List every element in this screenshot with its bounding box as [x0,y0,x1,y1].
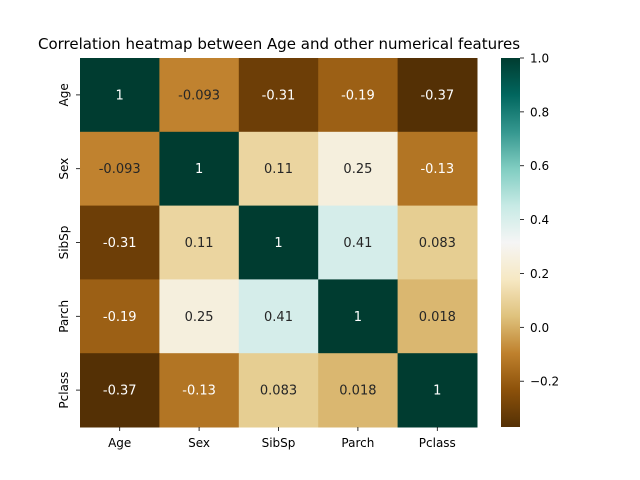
heatmap-cell-label: -0.19 [341,88,375,103]
y-tick-label: Pclass [57,372,71,409]
heatmap-cell-sibsp-sex [159,205,240,280]
heatmap-cell-age-sibsp [238,58,319,133]
colorbar-ticks: 1.0 0.8 0.6 0.4 0.2 0.0 −0.2 [520,52,559,389]
heatmap-cell-label: 1 [195,162,203,177]
heatmap-cell-label: 0.11 [264,162,293,177]
colorbar-tick-label: 0.0 [530,321,549,335]
y-tick-label: SibSp [57,226,71,260]
heatmap-cell-sibsp-age [80,205,160,280]
y-tick-label: Age [57,83,71,106]
y-tick-label: Sex [57,158,71,180]
colorbar-tick-label: 0.8 [530,105,549,119]
heatmap-cell-sibsp-sibsp [238,205,319,280]
heatmap-cell-age-pclass [397,58,478,133]
heatmap-cell-label: 0.083 [419,236,456,251]
colorbar-tick-label: 0.2 [530,267,549,281]
x-axis: Age Sex SibSp Parch Pclass [108,427,456,450]
heatmap-cell-label: -0.093 [178,88,220,103]
heatmap-cell-label: -0.37 [420,88,454,103]
heatmap-cell-parch-pclass [397,279,478,354]
heatmap-cell-label: -0.13 [420,162,454,177]
x-tick-label: Sex [188,436,210,450]
heatmap-cell-sex-sibsp [238,131,319,207]
heatmap-cell-sibsp-pclass [397,205,478,280]
heatmap-cell-label: 1 [433,384,441,399]
heatmap-cell-sex-parch [318,131,399,207]
colorbar-tick-label: 0.4 [530,213,549,227]
heatmap-cell-pclass-sibsp [238,353,319,428]
chart-title: Correlation heatmap between Age and othe… [38,35,520,53]
heatmap-cell-label: 0.018 [419,310,456,325]
x-tick-label: SibSp [262,436,296,450]
x-tick-label: Parch [341,436,374,450]
heatmap-cell-label: -0.093 [99,162,141,177]
heatmap-cell-label: 0.41 [343,236,372,251]
heatmap-cell-label: -0.31 [103,236,137,251]
heatmap-cell-label: 1 [274,236,282,251]
heatmap-cell-label: 1 [354,310,362,325]
heatmap-cell-parch-sibsp [238,279,319,354]
heatmap-cell-label: -0.37 [103,384,137,399]
heatmap-cell-label: 0.018 [339,384,376,399]
heatmap-cell-label: 0.083 [260,384,297,399]
heatmap-cell-parch-sex [159,279,240,354]
heatmap-cell-label: 0.11 [185,236,214,251]
heatmap-cell-pclass-age [80,353,160,428]
heatmap-cell-sex-age [80,131,160,207]
heatmap-cell-parch-parch [318,279,399,354]
heatmap-cell-label: -0.13 [182,384,216,399]
heatmap-cell-label: -0.19 [103,310,137,325]
heatmap-cell-parch-age [80,279,160,354]
heatmap-cell-sibsp-parch [318,205,399,280]
heatmap-cell-age-sex [159,58,240,133]
heatmap-cell-label: 1 [116,88,124,103]
heatmap-cell-pclass-sex [159,353,240,428]
heatmap-cell-pclass-pclass [397,353,478,428]
y-tick-label: Parch [57,300,71,333]
x-tick-label: Age [108,436,131,450]
heatmap-cell-label: 0.25 [343,162,372,177]
heatmap-cell-pclass-parch [318,353,399,428]
colorbar-tick-label: 0.6 [530,159,549,173]
colorbar-gradient [501,58,520,427]
heatmap-cell-sex-sex [159,131,240,207]
heatmap-cell-age-parch [318,58,399,133]
heatmap-cells: 1 -0.093 -0.31 -0.19 -0.37 -0.093 1 0.11 0.25 -0.… [80,58,478,428]
colorbar-tick-label: 1.0 [530,52,549,66]
heatmap-cell-sex-pclass [397,131,478,207]
colorbar: 1.0 0.8 0.6 0.4 0.2 0.0 −0.2 [501,52,559,427]
heatmap-cell-label: 0.25 [185,310,214,325]
heatmap-cell-age-age [80,58,160,133]
colorbar-tick-label: −0.2 [530,375,559,389]
heatmap-cell-label: -0.31 [262,88,296,103]
y-axis: Age Sex SibSp Parch Pclass [57,83,80,409]
x-tick-label: Pclass [419,436,456,450]
heatmap-cell-label: 0.41 [264,310,293,325]
